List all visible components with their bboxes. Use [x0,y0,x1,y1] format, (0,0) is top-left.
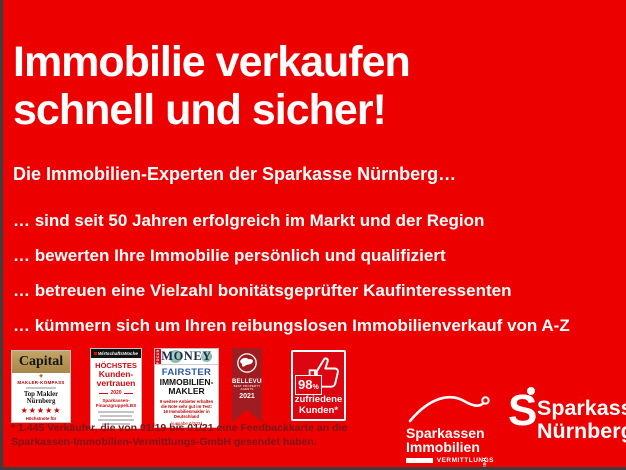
globe-icon [169,350,182,363]
wiwo-microtext [102,422,130,425]
vermittlungs-label: VERMITTLUNGS [406,457,494,464]
bullet-list: … sind seit 50 Jahren erfolgreich im Mar… [13,203,570,343]
wiwo-line2: Kunden- [98,369,134,379]
headline-line1: Immobilie verkaufen [13,38,411,86]
award-badge-wirtschaftswoche: WirtschaftsWoche HÖCHSTES Kunden- vertra… [90,348,142,429]
sparkasse-s-icon: S [508,386,538,435]
wiwo-line1: HÖCHSTES [95,361,137,370]
award-badge-capital: Capital ◆ MAKLER-KOMPASS Top Makler Nürn… [11,350,71,423]
headline: Immobilie verkaufen schnell und sicher! [13,38,411,134]
globe-icon [237,353,257,373]
capital-title: Top Makler Nürnberg [23,391,59,405]
wiwo-recipient1: Sparkassen- [102,398,130,403]
money-line1: FAIRSTER [161,367,212,378]
wiwo-microtext [100,414,132,417]
bellevue-subtitle2: AGENTS [240,387,254,392]
bellevue-name: BELLEVUE [232,379,266,385]
sparkasse-wordmark: Sparkasse Nürnberg [537,396,626,443]
sparkassen-immobilien-wordmark: Sparkassen Immobilien GMBH [406,426,494,467]
wiwo-year: 2020 [99,390,133,396]
wiwo-masthead: WirtschaftsWoche [91,349,141,358]
bullet-item: … sind seit 50 Jahren erfolgreich im Mar… [13,211,485,230]
bellevue-subtitle1: BEST PROPERTY [233,384,261,388]
capital-masthead: Capital [12,351,70,373]
sparkasse-dot-icon [527,387,535,395]
bullet-item: … kümmern sich um Ihren reibungslosen Im… [13,316,570,335]
globe-icon [201,351,212,362]
wiwo-microtext [98,410,134,413]
bellevue-year: 2021 [239,392,255,400]
satisfaction-label: zufriedene Kunden* [294,394,343,416]
wiwo-logo-mark-icon [94,352,98,355]
money-wordmark: MONEY [161,349,212,363]
gmbh-vertical-label: GMBH [482,457,487,470]
wiwo-microtext [98,418,134,421]
capital-microtext [26,387,56,389]
satisfaction-badge: 98% zufriedene Kunden* [291,350,346,421]
capital-emblem-icon: ◆ [39,373,43,379]
five-stars-icon: ★★★★★ [20,406,62,415]
award-badge-focus-money: FOCUS MONEY FAIRSTER IMMOBILIEN- MAKLER … [154,348,219,428]
money-line3: MAKLER [168,386,205,396]
capital-note: Höchstnote für [25,416,57,421]
satisfaction-percent: 98% [295,375,322,395]
roofline-icon [408,395,490,423]
money-issue: Ausgabe 6/2021 [170,421,203,426]
money-masthead: FOCUS MONEY [155,349,218,365]
award-badge-bellevue: BELLEVUE BEST PROPERTY AGENTS 2021 [232,348,262,422]
intro-text: Die Immobilien-Experten der Sparkasse Nü… [13,164,457,184]
footnote: * 1.445 Verkäufer, die von 01/19 bis 01/… [11,422,348,448]
money-details: 9 weitere Anbieter erhalten die Note seh… [159,399,214,419]
bullet-item: … betreuen eine Vielzahl bonitätsgeprüft… [13,281,512,300]
wiwo-line3: vertrauen [96,378,136,388]
headline-line2: schnell und sicher! [13,86,387,134]
wiwo-recipient2: Finanzgruppe/LBS [95,403,137,409]
capital-kicker: MAKLER-KOMPASS [17,380,65,385]
money-line2: IMMOBILIEN- [159,377,214,387]
bar-icon [406,458,433,463]
sparkassen-immobilien-logo: Sparkassen Immobilien GMBH VERMITTLUNGS [406,391,494,467]
bullet-item: … bewerten Ihre Immobilie persönlich und… [13,246,446,265]
